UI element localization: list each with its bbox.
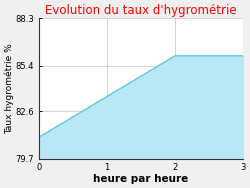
Y-axis label: Taux hygrométrie %: Taux hygrométrie % [4, 43, 14, 134]
Title: Evolution du taux d'hygrométrie: Evolution du taux d'hygrométrie [45, 4, 237, 17]
X-axis label: heure par heure: heure par heure [93, 174, 188, 184]
